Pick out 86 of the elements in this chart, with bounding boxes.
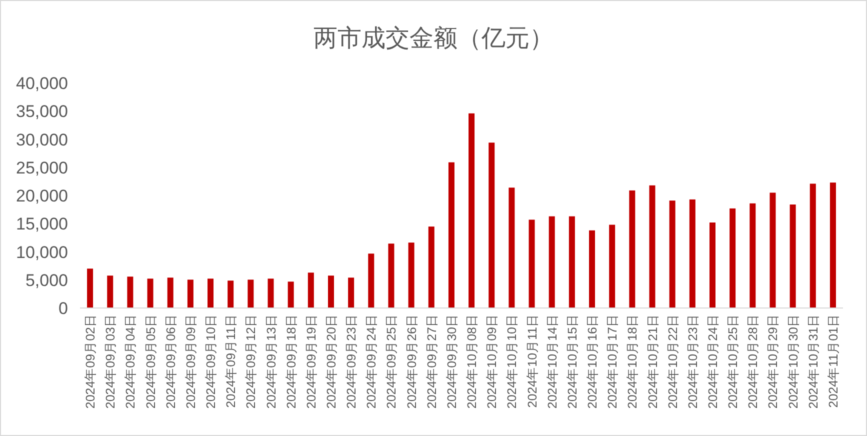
x-tick-label: 2024年10月10日 (505, 314, 520, 409)
x-tick-label: 2024年10月11日 (525, 314, 540, 408)
y-tick-label: 15,000 (16, 214, 68, 234)
bar (127, 276, 134, 308)
x-tick-label: 2024年09月24日 (364, 314, 379, 409)
x-tick-label: 2024年09月30日 (444, 314, 459, 409)
x-tick-label: 2024年09月25日 (384, 314, 399, 409)
x-tick-label: 2024年09月02日 (84, 314, 98, 409)
bar (468, 113, 475, 308)
y-tick-label: 30,000 (16, 130, 68, 150)
x-tick-label: 2024年10月16日 (586, 314, 600, 409)
x-tick-label: 2024年10月08日 (465, 314, 480, 409)
bar (649, 185, 656, 308)
bar (548, 216, 555, 308)
bar (629, 190, 636, 308)
bar (107, 276, 114, 308)
bar (448, 162, 454, 308)
chart-title: 两市成交金额（亿元） (314, 25, 554, 52)
bar (830, 182, 836, 308)
x-tick-label: 2024年10月15日 (565, 314, 580, 409)
bar (428, 226, 434, 308)
bar (228, 280, 234, 308)
bar (669, 200, 676, 308)
y-tick-label: 0 (58, 299, 68, 318)
x-tick-label: 2024年10月14日 (545, 314, 560, 409)
bar (408, 242, 414, 308)
bar (187, 280, 194, 308)
x-tick-label: 2024年10月25日 (726, 314, 740, 409)
x-tick-label: 2024年09月20日 (324, 314, 338, 409)
x-tick-label: 2024年09月27日 (424, 314, 439, 409)
bar (87, 268, 94, 308)
bar (750, 203, 756, 308)
bar (488, 142, 495, 308)
y-tick-label: 20,000 (16, 186, 68, 206)
bar (328, 276, 334, 308)
bar (388, 244, 394, 308)
bar (268, 278, 274, 308)
x-tick-label: 2024年10月29日 (766, 314, 780, 409)
x-tick-label: 2024年09月05日 (144, 314, 158, 409)
bar (589, 230, 596, 308)
x-tick-label: 2024年09月10日 (204, 314, 218, 409)
x-tick-label: 2024年10月21日 (646, 314, 660, 409)
x-tick-label: 2024年10月18日 (626, 314, 640, 409)
bar (810, 184, 816, 308)
y-tick-label: 35,000 (16, 102, 68, 122)
bar (308, 272, 314, 308)
y-tick-label: 40,000 (16, 74, 68, 93)
x-tick-label: 2024年09月06日 (164, 314, 178, 409)
x-tick-label: 2024年11月01日 (826, 314, 840, 408)
x-tick-label: 2024年09月26日 (404, 314, 419, 409)
x-tick-label: 2024年10月28日 (746, 314, 760, 409)
x-tick-label: 2024年09月13日 (264, 314, 278, 409)
bar (348, 278, 354, 308)
bar (288, 282, 294, 308)
bar (248, 280, 254, 308)
x-tick-label: 2024年10月09日 (485, 314, 500, 409)
x-tick-label: 2024年10月31日 (806, 314, 820, 409)
bar (208, 278, 214, 308)
y-tick-label: 5,000 (25, 270, 68, 290)
bar (689, 199, 696, 308)
x-tick-label: 2024年10月17日 (606, 314, 620, 409)
bar (167, 278, 174, 308)
bar (508, 188, 515, 308)
x-tick-label: 2024年10月22日 (666, 314, 680, 409)
y-tick-label: 10,000 (16, 242, 68, 262)
bar (147, 278, 154, 308)
bar (528, 220, 535, 308)
y-tick-label: 25,000 (16, 158, 68, 178)
bar (609, 224, 616, 308)
bar (790, 204, 796, 308)
x-tick-label: 2024年09月12日 (244, 314, 258, 409)
bar (709, 222, 716, 308)
x-tick-label: 2024年10月23日 (686, 314, 700, 409)
x-tick-label: 2024年09月09日 (184, 314, 198, 409)
x-tick-label: 2024年10月24日 (706, 314, 720, 409)
bar (368, 254, 374, 308)
x-tick-label: 2024年09月03日 (104, 314, 118, 409)
x-tick-label: 2024年10月30日 (786, 314, 800, 409)
x-tick-label: 2024年09月04日 (124, 314, 138, 409)
x-tick-label: 2024年09月18日 (284, 314, 298, 409)
bar (770, 192, 776, 308)
x-tick-label: 2024年09月19日 (304, 314, 318, 409)
bar (568, 216, 575, 308)
x-tick-label: 2024年09月11日 (224, 314, 238, 408)
x-tick-label: 2024年09月23日 (344, 314, 359, 409)
bar (730, 208, 736, 308)
